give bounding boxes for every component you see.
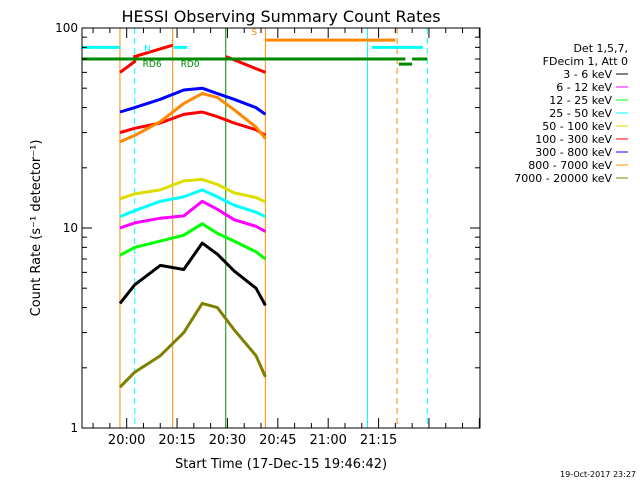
flag-bar-4 bbox=[82, 57, 173, 61]
y-axis: 1 10 100 bbox=[55, 21, 480, 435]
y-tick-label: 1 bbox=[70, 421, 78, 435]
x-tick-label: 20:45 bbox=[259, 433, 296, 448]
legend-label-3: 25 - 50 keV bbox=[549, 107, 612, 120]
series-line-3 bbox=[119, 188, 267, 218]
x-tick-label: 21:15 bbox=[360, 433, 397, 448]
flag-bar-5 bbox=[172, 57, 406, 61]
legend-label-7: 800 - 7000 keV bbox=[528, 159, 612, 172]
series-line-5 bbox=[119, 110, 267, 137]
legend-header-1: FDecim 1, Att 0 bbox=[543, 55, 628, 68]
y-tick-label: 100 bbox=[55, 21, 78, 35]
series-line-6 bbox=[119, 86, 267, 116]
legend-label-5: 100 - 300 keV bbox=[535, 133, 612, 146]
series-line-0 bbox=[118, 241, 267, 307]
x-tick-label: 20:00 bbox=[108, 433, 145, 448]
series-line-2 bbox=[119, 222, 267, 261]
x-axis: 20:00 20:15 20:30 20:45 21:00 21:15 bbox=[92, 28, 480, 448]
flag-bar-1 bbox=[173, 45, 188, 49]
x-tick-label: 20:15 bbox=[158, 433, 195, 448]
legend-label-1: 6 - 12 keV bbox=[556, 81, 612, 94]
series-line-4 bbox=[119, 177, 267, 204]
x-tick-label: 20:30 bbox=[209, 433, 246, 448]
flag-bar-0 bbox=[82, 45, 120, 49]
flag-bar-3 bbox=[265, 38, 396, 42]
flag-label-s: S bbox=[251, 28, 257, 38]
flag-label-rd0: RD0 bbox=[181, 60, 200, 70]
series-line-8 bbox=[118, 301, 267, 389]
x-axis-label: Start Time (17-Dec-15 19:46:42) bbox=[175, 457, 387, 472]
legend-label-2: 12 - 25 keV bbox=[549, 94, 612, 107]
flag-bar-6 bbox=[412, 57, 428, 61]
legend-label-8: 7000 - 20000 keV bbox=[514, 172, 612, 185]
footer-date: 19-Oct-2017 23:27 bbox=[560, 470, 636, 479]
legend-header-0: Det 1,5,7, bbox=[573, 42, 628, 55]
series-line-1 bbox=[119, 199, 267, 233]
flag-label-rd6: RD6 bbox=[143, 60, 162, 70]
chart-title: HESSI Observing Summary Count Rates bbox=[121, 7, 440, 26]
y-tick-label: 10 bbox=[63, 221, 78, 235]
legend-label-4: 50 - 100 keV bbox=[542, 120, 612, 133]
legend-label-0: 3 - 6 keV bbox=[563, 68, 612, 81]
flag-bar-2 bbox=[371, 45, 423, 49]
series-line-7 bbox=[119, 92, 267, 144]
flag-bar-7 bbox=[398, 62, 413, 66]
x-tick-label: 21:00 bbox=[309, 433, 346, 448]
plot-area: N S RD6 RD0 bbox=[81, 28, 428, 428]
y-axis-label: Count Rate (s⁻¹ detector⁻¹) bbox=[29, 140, 44, 317]
flag-label-n: N bbox=[144, 44, 151, 54]
legend-label-6: 300 - 800 keV bbox=[535, 146, 612, 159]
